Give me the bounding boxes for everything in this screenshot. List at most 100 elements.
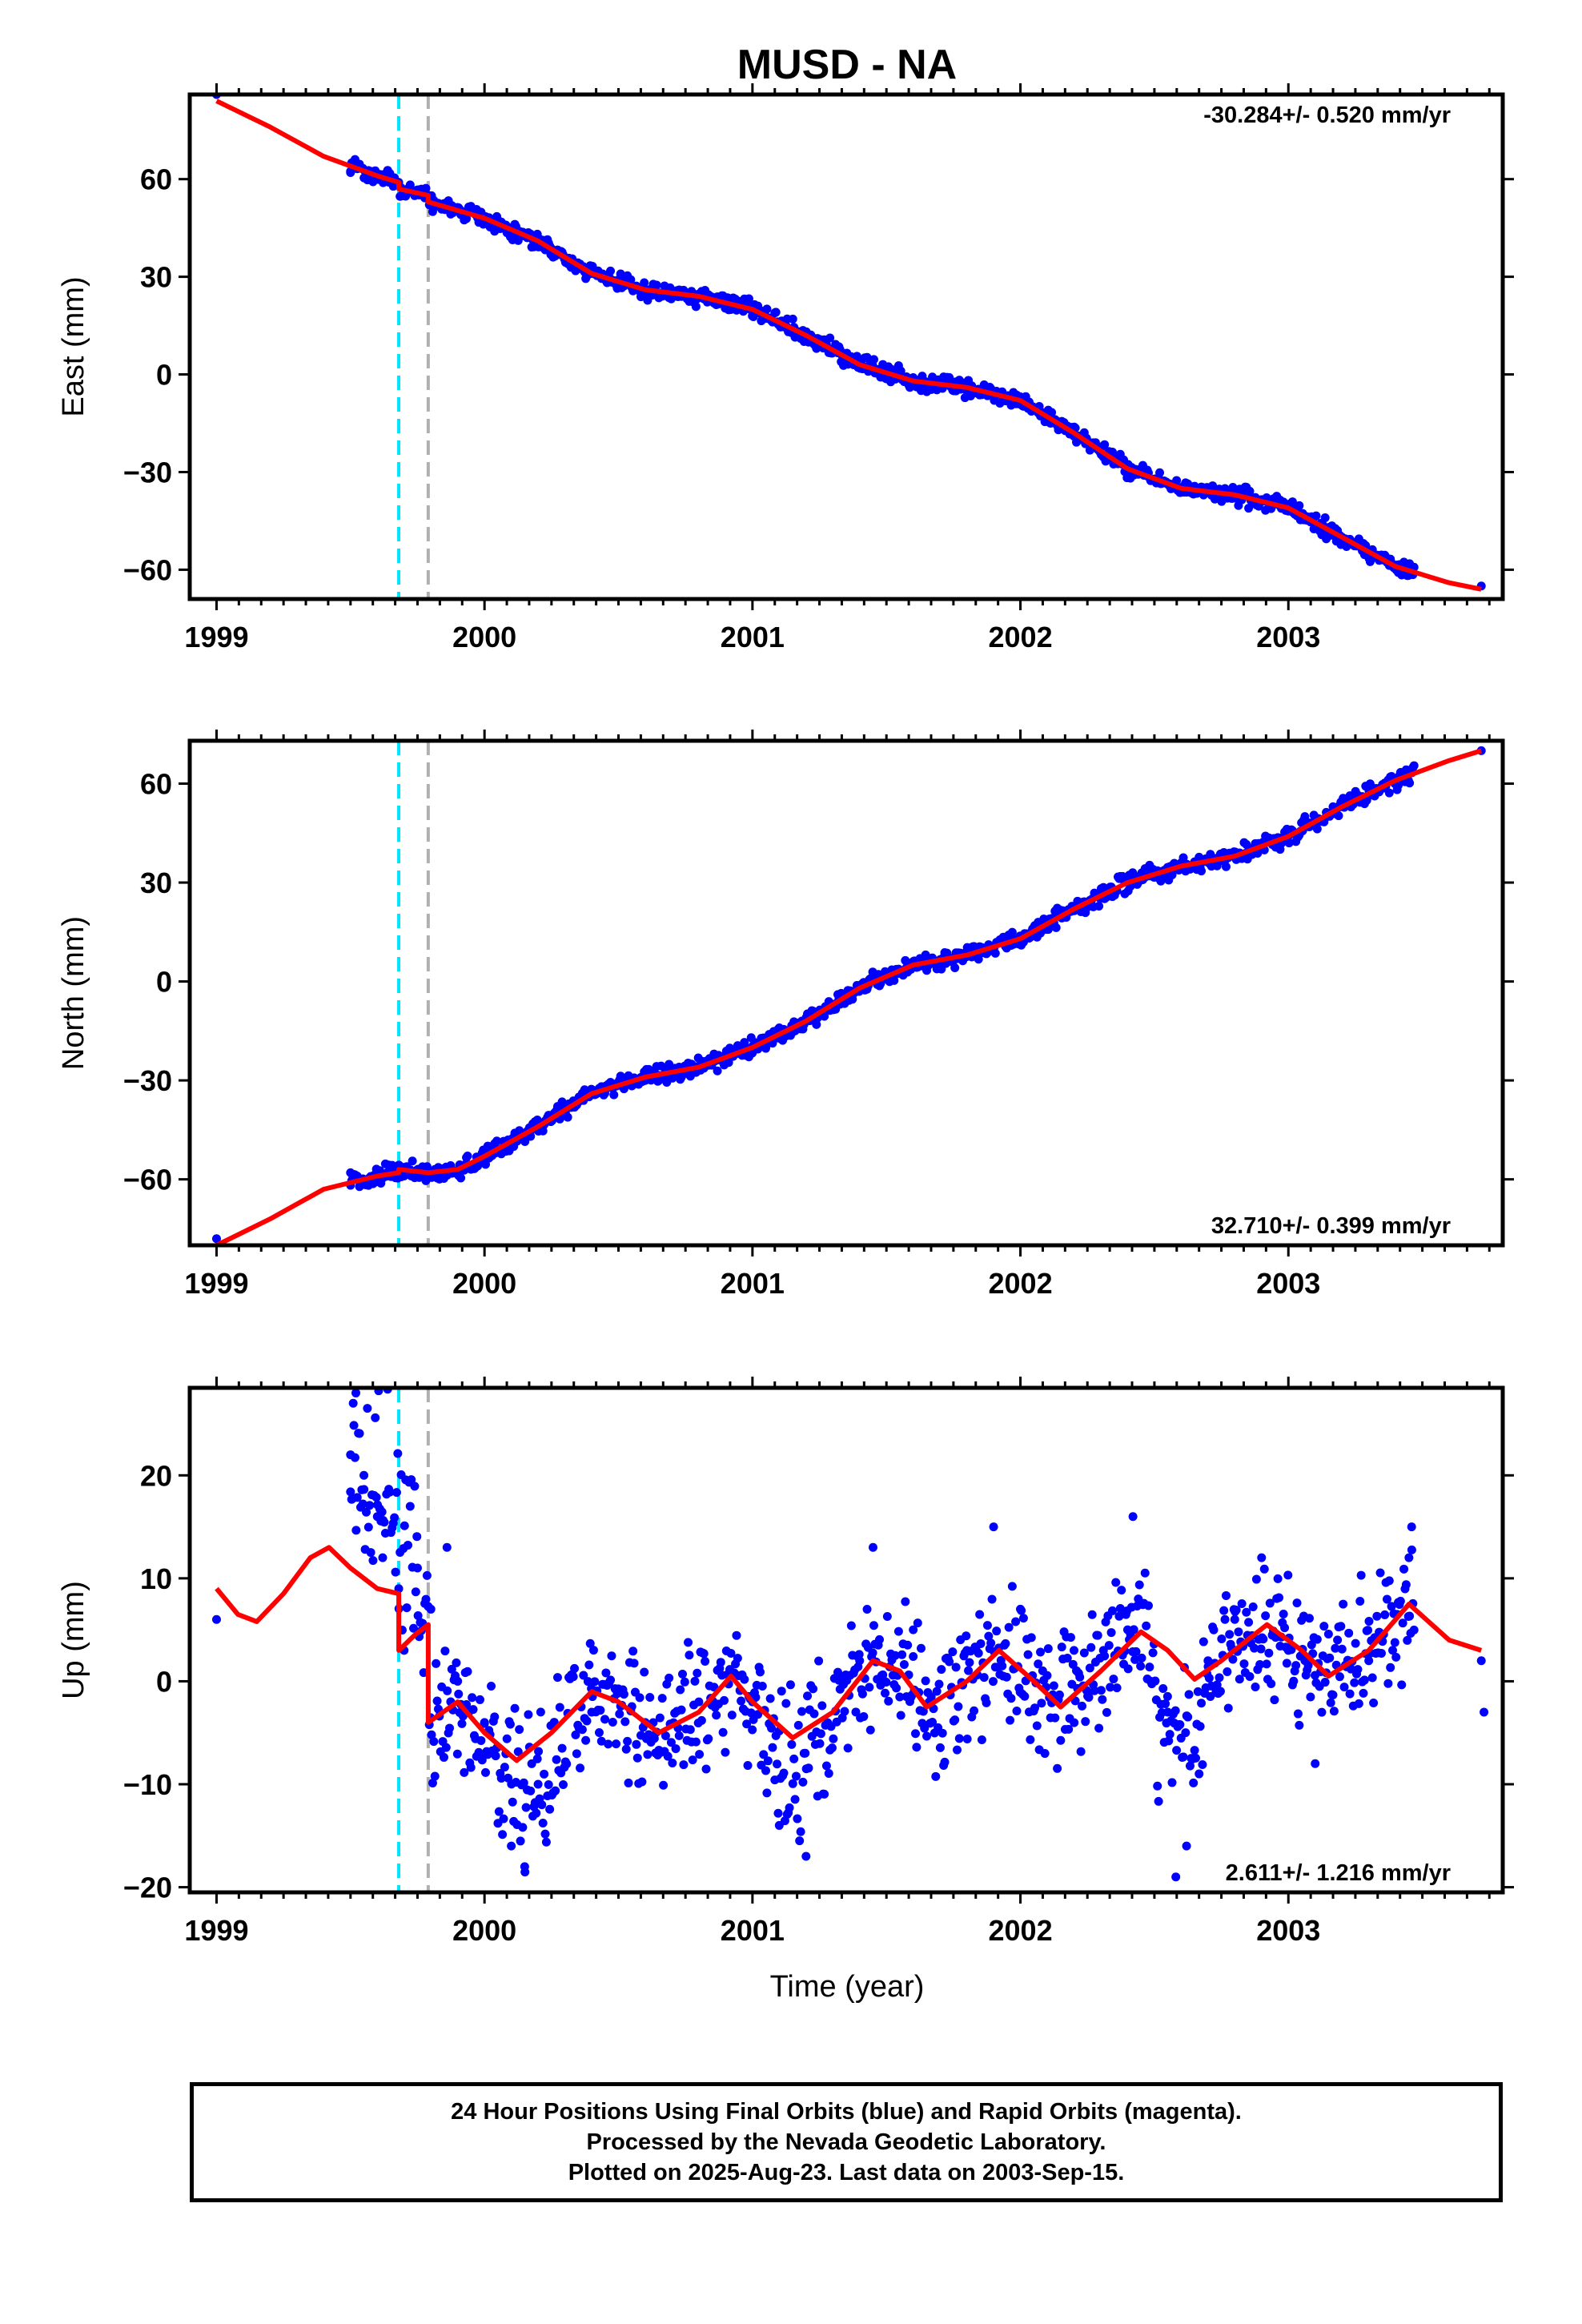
up-data-point xyxy=(1076,1747,1086,1756)
up-data-point xyxy=(733,1654,742,1663)
north-y-tick-label: 0 xyxy=(156,966,172,999)
up-data-point xyxy=(1350,1678,1359,1687)
up-data-point xyxy=(1234,1627,1243,1637)
up-data-point xyxy=(727,1711,737,1720)
up-data-point xyxy=(701,1764,711,1774)
north-data-point xyxy=(921,950,930,959)
up-data-point xyxy=(379,1518,389,1527)
north-data-point xyxy=(557,1097,567,1107)
up-data-point xyxy=(777,1687,786,1696)
up-data-point xyxy=(712,1711,721,1720)
up-data-point xyxy=(952,1745,962,1755)
up-data-point xyxy=(988,1677,998,1687)
north-x-tick-label: 2003 xyxy=(1256,1267,1320,1300)
up-data-point xyxy=(468,1693,477,1703)
east-x-tick-label: 2003 xyxy=(1256,621,1320,653)
north-y-tick-label: −60 xyxy=(123,1164,172,1196)
east-data-point xyxy=(869,355,878,364)
up-data-point xyxy=(1178,1752,1188,1762)
up-data-point xyxy=(1056,1735,1066,1745)
up-data-point xyxy=(463,1667,472,1676)
up-data-point xyxy=(558,1779,568,1789)
up-data-point xyxy=(1386,1663,1395,1672)
up-data-point xyxy=(1057,1642,1066,1652)
up-data-point xyxy=(1320,1678,1330,1687)
up-data-point xyxy=(720,1695,729,1705)
up-data-point xyxy=(1078,1701,1087,1711)
up-data-point xyxy=(371,1493,381,1502)
up-panel: 1999 2000 2001 2002 2003 20 10 0 −10 −20 Up (mm) Ti… xyxy=(57,1377,1514,2004)
up-data-point xyxy=(452,1658,461,1667)
up-data-point xyxy=(716,1658,725,1667)
up-data-point xyxy=(1380,1610,1390,1619)
up-data-point xyxy=(457,1719,467,1728)
up-data-point xyxy=(704,1734,713,1743)
up-data-point xyxy=(1223,1667,1232,1676)
up-data-point xyxy=(1012,1707,1022,1716)
up-data-point xyxy=(1344,1628,1354,1638)
up-data-point xyxy=(520,1868,530,1877)
up-data-point xyxy=(1239,1659,1249,1669)
north-data-point xyxy=(812,1019,821,1029)
up-data-point xyxy=(421,1594,431,1604)
up-data-point xyxy=(655,1713,665,1723)
up-data-point xyxy=(1157,1708,1166,1718)
up-data-point xyxy=(801,1748,810,1758)
up-data-point xyxy=(552,1673,562,1683)
up-data-point xyxy=(688,1755,697,1765)
up-data-point xyxy=(1217,1634,1227,1644)
up-data-point xyxy=(691,1737,701,1747)
up-data-point xyxy=(757,1682,767,1691)
east-panel: 1999 2000 2001 2002 2003 60 30 0 −30 −60 East (mm)… xyxy=(57,83,1514,653)
up-data-point xyxy=(1335,1672,1344,1682)
up-data-point xyxy=(596,1736,606,1746)
up-data-point xyxy=(753,1710,763,1719)
up-data-point xyxy=(684,1638,693,1647)
up-data-point xyxy=(1204,1673,1214,1683)
east-data-point xyxy=(744,294,753,304)
north-data-point xyxy=(990,948,1000,958)
east-data-point xyxy=(825,333,835,343)
north-data-point xyxy=(492,1136,502,1146)
up-data-point xyxy=(1172,1746,1182,1755)
up-data-point xyxy=(761,1766,771,1775)
x-axis-label: Time (year) xyxy=(770,1970,925,2004)
east-x-tick-label: 2001 xyxy=(721,621,785,653)
up-data-point xyxy=(1002,1672,1011,1682)
up-data-point xyxy=(882,1611,892,1621)
up-data-point xyxy=(666,1738,676,1747)
east-data-point xyxy=(1100,440,1110,449)
up-data-point xyxy=(824,1769,833,1779)
up-data-point xyxy=(962,1735,972,1744)
up-data-point xyxy=(391,1567,400,1577)
up-data-point xyxy=(890,1651,900,1660)
caption-line-3: Plotted on 2025-Aug-23. Last data on 200… xyxy=(568,2160,1125,2185)
up-data-point xyxy=(1185,1761,1195,1771)
up-data-point xyxy=(1096,1686,1106,1695)
up-data-point xyxy=(1390,1638,1399,1647)
up-data-point xyxy=(1034,1659,1043,1669)
up-data-point xyxy=(913,1618,922,1628)
east-data-point xyxy=(421,183,431,193)
up-data-point xyxy=(412,1532,422,1542)
up-data-point xyxy=(814,1656,824,1666)
up-data-point xyxy=(515,1725,524,1735)
up-data-point xyxy=(817,1701,827,1711)
up-data-point xyxy=(637,1777,647,1787)
up-data-point xyxy=(680,1677,689,1687)
up-data-point xyxy=(829,1734,838,1743)
up-data-point xyxy=(1175,1720,1185,1730)
up-data-point xyxy=(1220,1614,1230,1624)
up-data-point xyxy=(1480,1707,1489,1717)
up-data-point xyxy=(1162,1691,1172,1701)
up-data-point xyxy=(803,1691,813,1701)
up-data-point xyxy=(661,1731,670,1741)
up-data-point xyxy=(982,1698,991,1707)
up-data-point xyxy=(555,1703,564,1712)
up-data-point xyxy=(974,1648,983,1658)
up-data-point xyxy=(796,1827,805,1836)
up-data-point xyxy=(490,1712,500,1722)
north-data-point xyxy=(950,963,960,973)
up-data-point xyxy=(679,1760,689,1770)
up-data-point xyxy=(510,1703,520,1713)
